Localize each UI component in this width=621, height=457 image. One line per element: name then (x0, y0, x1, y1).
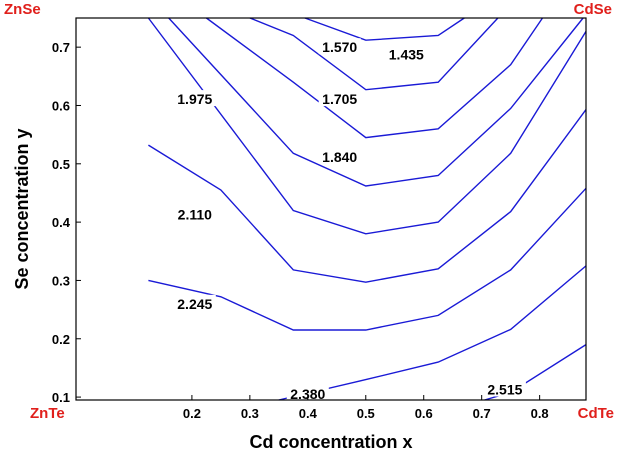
y-tick-label: 0.1 (52, 390, 70, 405)
contour-line-1.435 (304, 17, 465, 41)
corner-label-cdse: CdSe (574, 1, 612, 18)
contour-line-1.570 (249, 17, 499, 91)
contour-label-1.975: 1.975 (177, 91, 212, 107)
contour-label-bg (385, 45, 428, 62)
contour-line-1.705 (205, 17, 544, 139)
x-tick-label: 0.6 (415, 406, 433, 421)
y-tick-label: 0.3 (52, 273, 70, 288)
contour-label-1.435: 1.435 (389, 47, 424, 63)
x-tick-label: 0.7 (473, 406, 491, 421)
x-tick-label: 0.4 (299, 406, 318, 421)
contour-label-2.515: 2.515 (487, 382, 522, 398)
x-tick-label: 0.5 (357, 406, 375, 421)
plot-frame (75, 17, 587, 401)
contour-label-bg (173, 205, 216, 222)
x-axis-ticks: 0.2 0.3 0.4 0.5 0.6 0.7 0.8 (183, 395, 549, 421)
contour-line-1.840 (168, 17, 584, 187)
y-tick-label: 0.4 (52, 215, 71, 230)
contour-label-2.380: 2.380 (290, 386, 325, 402)
corner-label-cdte: CdTe (578, 405, 614, 422)
contour-label-1.705: 1.705 (322, 91, 357, 107)
contour-label-2.245: 2.245 (177, 296, 212, 312)
y-tick-label: 0.2 (52, 332, 70, 347)
y-axis-title: Se concentration y (12, 128, 32, 289)
contour-label-1.840: 1.840 (322, 149, 357, 165)
contour-line-1.975 (147, 17, 587, 235)
contour-label-bg (286, 385, 329, 402)
contour-line-2.380 (278, 265, 587, 401)
y-axis-ticks: 0.1 0.2 0.3 0.4 0.5 0.6 0.7 (52, 40, 81, 405)
contour-label-bg (483, 380, 526, 397)
x-tick-label: 0.8 (531, 406, 549, 421)
corner-label-znte: ZnTe (30, 405, 65, 422)
contour-label-2.110: 2.110 (178, 207, 212, 223)
y-tick-label: 0.7 (52, 40, 70, 55)
x-tick-label: 0.2 (183, 406, 201, 421)
y-tick-label: 0.6 (52, 98, 70, 113)
x-tick-label: 0.3 (241, 406, 259, 421)
contour-label-bg (318, 38, 361, 55)
contour-line-2.245 (148, 187, 587, 331)
contour-label-bg (318, 90, 361, 107)
contour-label-bg (318, 147, 361, 164)
contour-lines (147, 17, 587, 401)
contour-label-bg (173, 294, 216, 311)
x-axis-title: Cd concentration x (249, 432, 412, 452)
contour-label-bg (173, 90, 216, 107)
contour-label-1.570: 1.570 (322, 39, 357, 55)
y-tick-label: 0.5 (52, 157, 70, 172)
contour-line-2.110 (148, 109, 587, 283)
corner-label-znse: ZnSe (4, 1, 41, 18)
contour-labels: 1.570 1.435 1.975 1.705 1.840 2.110 2.245 2.380… (173, 38, 526, 402)
